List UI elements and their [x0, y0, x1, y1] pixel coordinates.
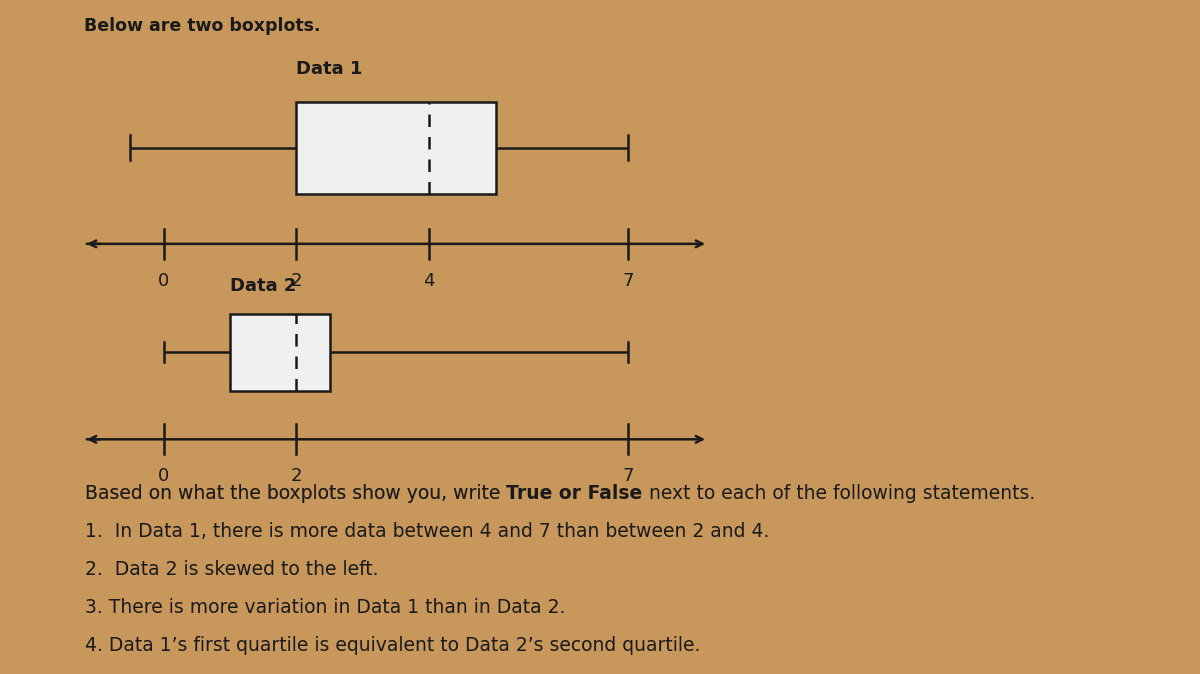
Text: Data 1: Data 1 [296, 61, 362, 78]
Text: 4. Data 1’s first quartile is equivalent to Data 2’s second quartile.: 4. Data 1’s first quartile is equivalent… [85, 636, 701, 655]
Text: 3. There is more variation in Data 1 than in Data 2.: 3. There is more variation in Data 1 tha… [85, 598, 565, 617]
Text: 4: 4 [424, 272, 434, 290]
Text: True or False: True or False [506, 484, 643, 503]
Text: 0: 0 [158, 467, 169, 485]
Text: 2: 2 [290, 467, 302, 485]
Text: 2: 2 [290, 272, 302, 290]
Text: Below are two boxplots.: Below are two boxplots. [84, 17, 320, 35]
Text: 0: 0 [158, 272, 169, 290]
Text: Based on what the boxplots show you, write True or False: Based on what the boxplots show you, wri… [85, 484, 625, 503]
Text: 7: 7 [623, 272, 634, 290]
Text: next to each of the following statements.: next to each of the following statements… [643, 484, 1034, 503]
Text: Based on what the boxplots show you, write: Based on what the boxplots show you, wri… [85, 484, 506, 503]
Text: Data 2: Data 2 [230, 276, 296, 295]
Text: Based on what the boxplots show you, write: Based on what the boxplots show you, wri… [85, 484, 506, 503]
Text: 2.  Data 2 is skewed to the left.: 2. Data 2 is skewed to the left. [85, 560, 378, 579]
Text: 1.  In Data 1, there is more data between 4 and 7 than between 2 and 4.: 1. In Data 1, there is more data between… [85, 522, 769, 541]
Bar [296, 102, 496, 193]
Bar [230, 314, 330, 391]
Text: 7: 7 [623, 467, 634, 485]
